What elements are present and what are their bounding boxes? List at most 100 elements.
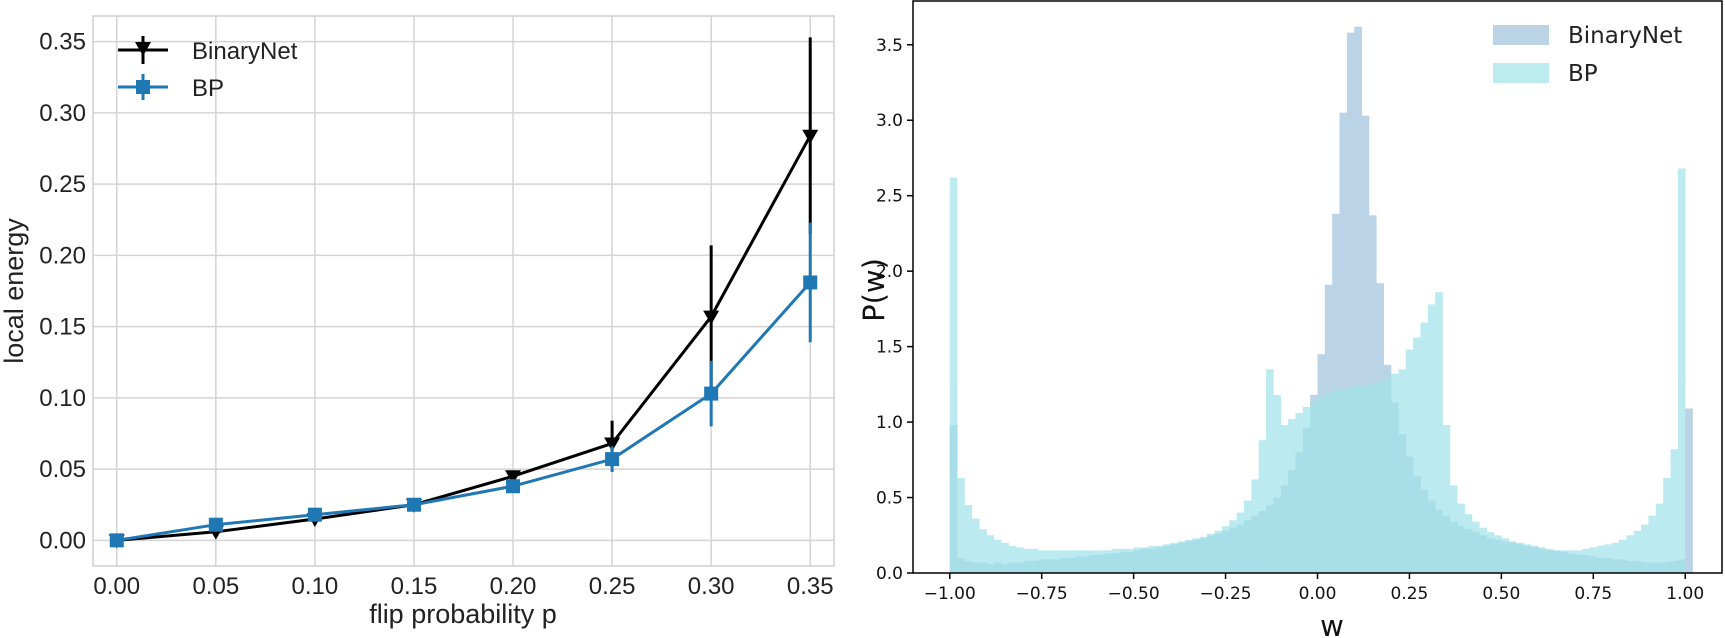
hist-bar-bp	[1538, 547, 1546, 573]
hist-bar-bp	[1596, 545, 1605, 573]
marker-bp	[307, 507, 322, 522]
legend-entry-bp: BP	[118, 74, 224, 102]
right-x-tick-label: −0.25	[1200, 584, 1252, 604]
hist-bar-bp	[1140, 547, 1149, 573]
left-x-tick-label: 0.30	[688, 573, 735, 600]
right-y-tick-label: 3.0	[876, 111, 903, 131]
left-y-tick-label: 0.00	[39, 527, 86, 554]
hist-bar-bp	[1126, 548, 1134, 573]
hist-series-bp	[949, 168, 1686, 573]
hist-bar-bp	[971, 518, 980, 573]
right-x-tick-label: 0.25	[1391, 584, 1429, 604]
left-x-tick-label: 0.35	[787, 573, 834, 600]
hist-bar-bp	[1567, 550, 1576, 573]
hist-bar-bp	[1192, 538, 1201, 573]
hist-bar-bp	[1133, 547, 1142, 573]
hist-bar-bp	[1420, 322, 1429, 573]
left-y-tick-label: 0.35	[39, 29, 86, 56]
hist-bar-bp	[1449, 485, 1458, 573]
hist-bar-bp	[1457, 503, 1465, 573]
hist-bar-bp	[1177, 541, 1186, 573]
hist-bar-bp	[1207, 533, 1215, 573]
hist-bar-bp	[1663, 477, 1671, 573]
hist-bar-bp	[1266, 369, 1274, 573]
left-x-axis-label: flip probability p	[369, 599, 557, 629]
hist-bar-bp	[1251, 479, 1259, 573]
hist-bar-binarynet	[1354, 26, 1362, 574]
hist-bar-bp	[1641, 524, 1649, 573]
hist-bar-bp	[1339, 388, 1348, 573]
marker-bp	[406, 497, 421, 512]
hist-bar-bp	[1236, 512, 1245, 573]
hist-bar-bp	[1582, 548, 1590, 573]
hist-bar-bp	[1670, 449, 1679, 573]
hist-bar-bp	[1611, 542, 1620, 573]
hist-bar-bp	[1089, 550, 1098, 573]
right-x-tick-label: −1.00	[924, 584, 976, 604]
hist-bar-bp	[1361, 385, 1370, 573]
hist-bar-bp	[1545, 548, 1554, 573]
hist-bar-bp	[964, 505, 973, 573]
right-histogram-bars	[949, 26, 1693, 574]
legend-entry-binarynet: BinaryNet	[118, 36, 298, 65]
left-y-tick-label: 0.20	[39, 242, 86, 269]
hist-bar-bp	[1619, 539, 1627, 573]
hist-bar-binarynet	[1339, 112, 1348, 573]
hist-bar-bp	[1604, 544, 1612, 573]
series-line-bp	[116, 281, 812, 542]
right-y-tick-label: 0.5	[876, 489, 903, 509]
hist-bar-bp	[1030, 548, 1039, 573]
hist-bar-bp	[1413, 337, 1421, 573]
right-legend: BinaryNet BP	[1493, 23, 1682, 87]
hist-bar-bp	[1626, 535, 1635, 573]
hist-bar-bp	[1427, 304, 1436, 573]
hist-bar-bp	[1383, 378, 1392, 573]
hist-bar-bp	[1082, 550, 1090, 573]
left-y-tick-label: 0.05	[39, 456, 86, 483]
hist-bar-bp	[979, 529, 987, 573]
right-y-tick-label: 1.5	[876, 338, 903, 358]
hist-bar-bp	[1221, 526, 1230, 573]
left-y-tick-label: 0.25	[39, 171, 86, 198]
right-x-tick-label: −0.50	[1108, 584, 1160, 604]
left-x-tick-label: 0.05	[192, 573, 239, 600]
hist-bar-bp	[1405, 349, 1414, 573]
hist-bar-bp	[1258, 440, 1267, 573]
right-y-tick-label: 1.0	[876, 413, 903, 433]
hist-bar-bp	[1332, 390, 1340, 573]
legend-label-binarynet: BinaryNet	[192, 38, 298, 65]
marker-binarynet	[703, 310, 720, 325]
left-y-axis-label: local energy	[0, 218, 29, 364]
hist-bar-bp	[1118, 548, 1127, 573]
marker-bp	[506, 479, 521, 494]
left-x-tick-label: 0.00	[93, 573, 140, 600]
hist-bar-bp	[986, 535, 995, 573]
left-x-tick-label: 0.25	[589, 573, 636, 600]
left-chart: 0.00 0.05 0.10 0.15 0.20 0.25 0.30 0.35 0.000.0…	[0, 15, 835, 629]
hist-bar-bp	[1471, 521, 1480, 573]
hist-bar-bp	[1391, 373, 1399, 573]
left-y-tick-label: 0.10	[39, 385, 86, 412]
left-y-tick-label: 0.30	[39, 100, 86, 127]
hist-bar-bp	[1038, 550, 1046, 573]
left-x-ticks: 0.00 0.05 0.10 0.15 0.20 0.25 0.30 0.35	[93, 573, 833, 600]
hist-bar-bp	[1442, 425, 1451, 573]
hist-bar-bp	[1479, 527, 1487, 573]
legend-label-hist-bp: BP	[1568, 61, 1598, 87]
hist-bar-binarynet	[1346, 32, 1355, 574]
hist-bar-bp	[1155, 545, 1164, 573]
hist-bar-bp	[957, 477, 965, 573]
legend-swatch-hist-binarynet	[1493, 25, 1549, 45]
legend-swatch-hist-bp	[1493, 63, 1549, 83]
hist-bar-binarynet	[1361, 115, 1370, 573]
hist-bar-bp	[1633, 530, 1642, 573]
hist-bar-bp	[1677, 168, 1686, 573]
right-x-ticks: −1.00 −0.75 −0.50 −0.25 0.00 0.25 0.50 0.75 1.00	[924, 573, 1704, 604]
hist-bar-bp	[1435, 292, 1443, 573]
hist-bar-bp	[1214, 530, 1223, 573]
right-x-axis-label: w	[1320, 609, 1344, 638]
marker-bp	[803, 275, 818, 290]
hist-bar-bp	[1376, 381, 1384, 573]
legend-entry-hist-binarynet: BinaryNet	[1493, 23, 1682, 49]
